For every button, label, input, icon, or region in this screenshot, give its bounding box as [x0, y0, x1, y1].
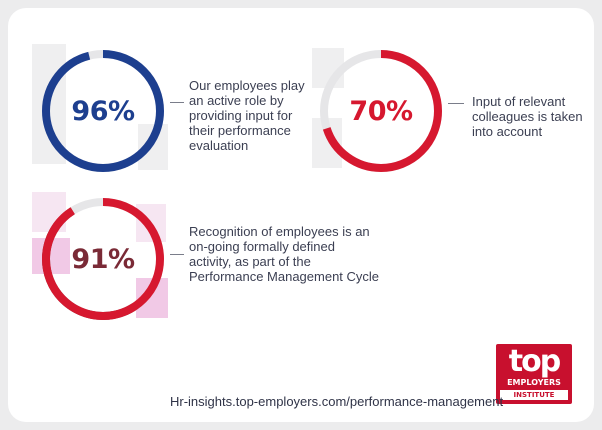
top-employers-logo: top EMPLOYERS INSTITUTE — [496, 344, 572, 404]
description-line: on-going formally defined — [189, 239, 335, 254]
description-line: an active role by — [189, 93, 284, 108]
leader-line — [170, 254, 184, 255]
stat-description: Input of relevant colleagues is taken in… — [472, 94, 592, 139]
description-line: their performance — [189, 123, 291, 138]
logo-institute-text: INSTITUTE — [500, 390, 568, 400]
description-line: Input of relevant — [472, 94, 566, 109]
description-line: Performance Management Cycle — [189, 269, 380, 284]
source-url: Hr-insights.top-employers.com/performanc… — [170, 394, 504, 409]
donut-svg — [42, 50, 164, 172]
description-line: providing input for — [189, 108, 293, 123]
percent-label: 70% — [349, 95, 413, 127]
donut-chart-91: 91% — [40, 196, 166, 322]
logo-employers-text: EMPLOYERS — [507, 378, 561, 387]
description-line: colleagues is taken — [472, 109, 583, 124]
infographic-card: 96% Our employees play an active role by… — [8, 8, 594, 422]
donut-chart-96: 96% — [40, 48, 166, 174]
donut-arc — [42, 50, 164, 172]
description-line: evaluation — [189, 138, 249, 153]
stat-description: Recognition of employees is an on-going … — [189, 224, 419, 284]
description-line: activity, as part of the — [189, 254, 311, 269]
description-line: Recognition of employees is an — [189, 224, 370, 239]
donut-arc — [42, 198, 164, 320]
logo-wordmark: top — [508, 344, 561, 379]
percent-label: 91% — [71, 243, 135, 275]
leader-line — [170, 102, 184, 103]
donut-svg — [41, 198, 164, 320]
description-line: into account — [472, 124, 543, 139]
donut-arc — [320, 50, 442, 172]
donut-chart-70: 70% — [318, 48, 444, 174]
stat-description: Our employees play an active role by pro… — [189, 78, 379, 153]
percent-label: 96% — [71, 95, 135, 127]
donut-svg — [320, 50, 442, 172]
leader-line — [448, 103, 464, 104]
description-line: Our employees play — [189, 78, 305, 93]
